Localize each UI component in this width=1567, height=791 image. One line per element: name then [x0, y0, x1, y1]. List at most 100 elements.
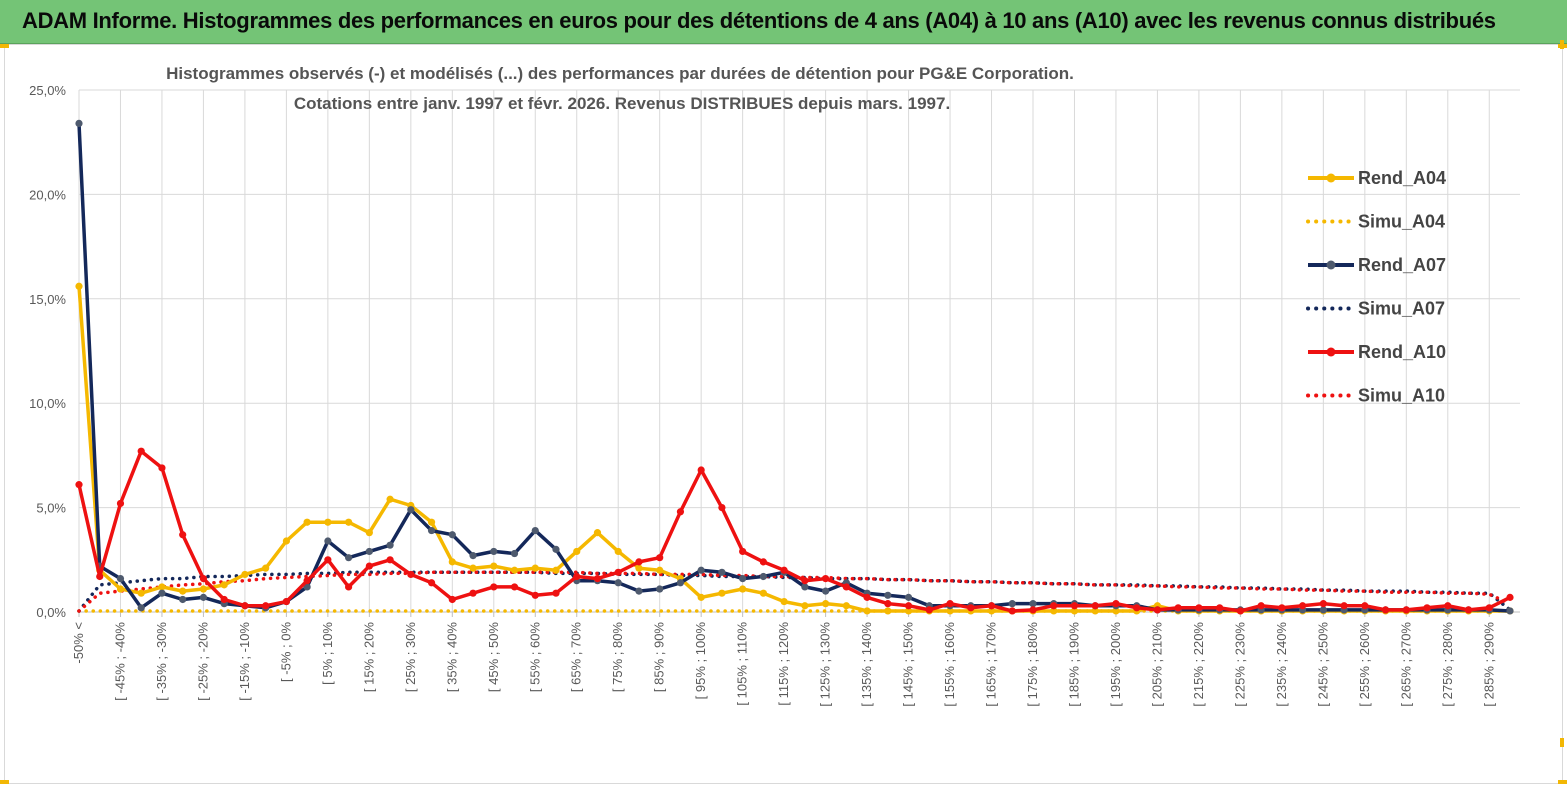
x-tick-label: [ -25% ; -20% [195, 622, 210, 701]
point-rend-a07 [531, 526, 539, 535]
point-rend-a10 [510, 583, 519, 591]
point-rend-a07 [635, 587, 643, 595]
series-line-rend-a07 [77, 123, 1511, 613]
point-rend-a10 [1381, 606, 1390, 614]
point-rend-a10 [1112, 600, 1120, 608]
x-axis: -50% < [ -45% ; -40% [ -35% ; -30% [ -25% ;… [71, 622, 1496, 707]
frame-corner-bottom-left [0, 780, 9, 784]
point-rend-a07 [739, 574, 747, 583]
point-rend-a10 [863, 593, 871, 601]
point-rend-a10 [262, 602, 270, 610]
point-rend-a10 [1319, 600, 1327, 608]
point-rend-a07 [448, 531, 456, 539]
point-rend-a10 [1216, 604, 1224, 612]
legend-label-rend-a07: Rend_A07 [1358, 255, 1446, 275]
point-rend-a10 [531, 591, 539, 599]
point-rend-a10 [656, 554, 664, 562]
x-tick-label: [ 75% ; 80% [610, 622, 625, 693]
frame-corner-bottom-right [1558, 780, 1567, 784]
point-rend-a07 [510, 549, 519, 558]
point-rend-a04 [614, 547, 622, 556]
x-tick-label: [ 65% ; 70% [569, 622, 584, 693]
x-tick-label: [ 265% ; 270% [1398, 622, 1413, 707]
point-rend-a07 [137, 604, 145, 612]
point-rend-a10 [759, 558, 767, 566]
point-rend-a04 [946, 607, 954, 615]
point-rend-a04 [822, 600, 830, 608]
point-rend-a07 [199, 593, 208, 601]
point-rend-a10 [75, 481, 83, 489]
point-rend-a04 [780, 597, 788, 606]
x-tick-label: [ 145% ; 150% [901, 622, 916, 707]
point-rend-a04 [179, 587, 187, 595]
point-rend-a10 [1174, 604, 1182, 612]
point-rend-a10 [179, 531, 187, 539]
frame-corner-top-left [0, 44, 9, 48]
point-rend-a07 [1008, 600, 1016, 608]
point-rend-a10 [469, 589, 477, 597]
point-rend-a04 [1112, 607, 1120, 615]
point-rend-a04 [552, 566, 560, 574]
y-axis: 0,0% 5,0% 10,0% 15,0% 20,0% 25,0% [29, 83, 66, 620]
chart-title-line-1: Histogrammes observés (-) et modélisés (… [166, 64, 1074, 83]
point-rend-a07 [116, 574, 125, 583]
point-rend-a07 [427, 526, 436, 535]
point-rend-a04 [220, 581, 228, 589]
point-rend-a10 [137, 447, 145, 455]
point-rend-a10 [282, 597, 290, 606]
point-rend-a04 [510, 566, 519, 574]
frame-handle-bottom-right [1560, 738, 1564, 747]
chart-title-line-2: Cotations entre janv. 1997 et févr. 2026… [294, 94, 950, 113]
point-rend-a10 [96, 572, 104, 581]
point-rend-a07 [656, 585, 664, 593]
point-rend-a04 [1050, 607, 1058, 615]
point-rend-a10 [1506, 593, 1514, 601]
point-rend-a04 [593, 529, 602, 537]
point-rend-a10 [1008, 607, 1016, 615]
y-tick-label: 10,0% [29, 396, 66, 411]
point-rend-a10 [1278, 604, 1286, 612]
grid-layer [78, 89, 1520, 617]
point-rend-a07 [697, 566, 705, 574]
header-banner: ADAM Informe. Histogrammes des performan… [0, 0, 1567, 44]
x-tick-label: [ 215% ; 220% [1191, 622, 1206, 707]
point-rend-a04 [863, 607, 871, 615]
x-tick-label: [ 195% ; 200% [1108, 622, 1123, 707]
point-rend-a10 [427, 579, 436, 587]
point-rend-a10 [386, 556, 394, 564]
point-rend-a04 [282, 537, 290, 545]
chart-title: Histogrammes observés (-) et modélisés (… [166, 64, 1074, 113]
x-tick-label: [ -45% ; -40% [112, 622, 127, 701]
x-tick-label: [ 15% ; 20% [361, 622, 376, 693]
x-tick-label: [ 105% ; 110% [735, 622, 750, 706]
point-rend-a07 [324, 537, 332, 545]
point-rend-a07 [676, 579, 685, 587]
x-tick-label: [ 165% ; 170% [984, 622, 999, 707]
point-rend-a10 [614, 568, 622, 576]
point-rend-a04 [635, 564, 643, 572]
y-tick-label: 25,0% [29, 83, 66, 98]
point-rend-a10 [739, 547, 747, 556]
point-rend-a10 [324, 556, 332, 564]
point-rend-a07 [75, 119, 83, 128]
point-rend-a10 [842, 583, 850, 591]
point-rend-a07 [365, 547, 373, 556]
point-rend-a10 [303, 577, 311, 585]
point-rend-a10 [1361, 602, 1369, 610]
x-tick-label: [ 245% ; 250% [1315, 622, 1330, 707]
x-tick-label: [ 205% ; 210% [1149, 622, 1164, 707]
x-tick-label: [ 285% ; 290% [1481, 622, 1496, 707]
point-rend-a10 [573, 572, 581, 581]
x-tick-label: [ 155% ; 160% [942, 622, 957, 707]
point-rend-a10 [801, 577, 809, 585]
point-rend-a07 [759, 572, 767, 581]
point-rend-a10 [718, 504, 726, 512]
point-rend-a10 [697, 466, 705, 474]
frame-handle-top-right [1560, 40, 1564, 49]
point-rend-a04 [199, 585, 208, 593]
point-rend-a04 [1091, 607, 1099, 615]
point-rend-a07 [1319, 606, 1327, 614]
point-rend-a10 [1340, 602, 1348, 610]
point-rend-a10 [593, 574, 602, 583]
